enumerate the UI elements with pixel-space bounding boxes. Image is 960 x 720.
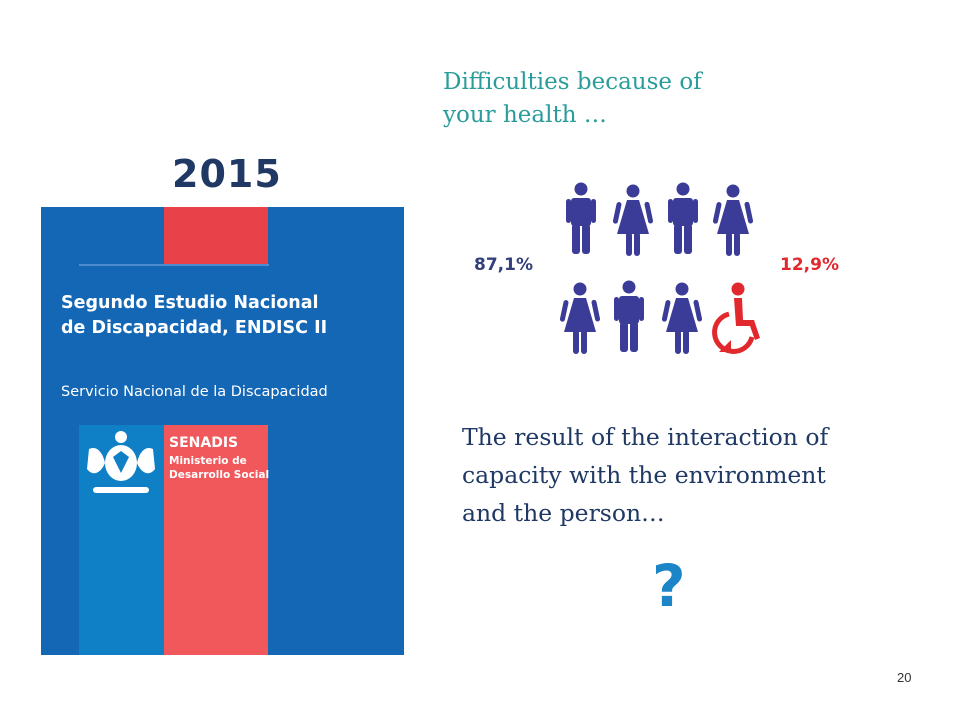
question-heading: Difficulties because of your health … [443,69,702,128]
man-icon [668,182,698,254]
question-mark: ? [652,552,686,620]
population-pictogram [559,182,770,360]
cover-divider [79,264,269,266]
cover-red-stripe [164,425,268,655]
woman-icon [712,184,754,256]
woman-icon [559,282,601,354]
cover-title: Segundo Estudio Nacional de Discapacidad… [61,293,328,338]
man-icon [566,182,596,254]
year-heading: 2015 [172,152,282,196]
cover-subtitle: Servicio Nacional de la Discapacidad [61,384,328,400]
stat-without-disability: 87,1% [474,255,533,275]
woman-icon [612,184,654,256]
wheelchair-user-icon [715,283,760,353]
woman-icon [661,282,703,354]
result-statement: The result of the interaction of capacit… [462,423,829,527]
cover-red-block [164,207,268,265]
page-number: 20 [897,670,912,685]
brand-ministry: Ministerio de Desarrollo Social [169,455,270,481]
man-icon [614,280,644,352]
brand-name: SENADIS [169,435,239,451]
coat-of-arms-icon [87,431,155,493]
stat-with-disability: 12,9% [780,255,839,275]
senadis-brand: SENADIS Ministerio de Desarrollo Social [169,435,269,482]
survey-cover-image: Segundo Estudio Nacional de Discapacidad… [41,207,404,655]
